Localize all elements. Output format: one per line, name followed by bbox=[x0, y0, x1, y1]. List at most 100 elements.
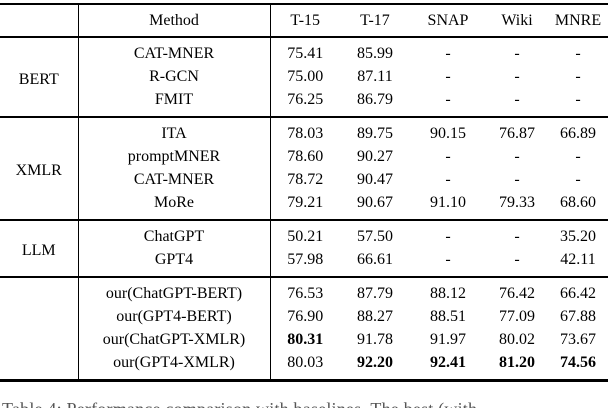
table-row: our(GPT4-BERT) 76.90 88.27 88.51 77.09 6… bbox=[0, 305, 608, 328]
value-cell: - bbox=[575, 148, 581, 165]
value-cell: 87.79 bbox=[357, 285, 393, 302]
column-header-mnre: MNRE bbox=[554, 12, 602, 29]
table-row: MoRe 79.21 90.67 91.10 79.33 68.60 bbox=[0, 191, 608, 220]
table-row: R-GCN 75.00 87.11 - - - bbox=[0, 65, 608, 88]
value-cell: - bbox=[575, 91, 581, 108]
value-cell: 79.33 bbox=[499, 194, 535, 211]
method-cell: GPT4 bbox=[78, 248, 271, 277]
value-cell: 35.20 bbox=[560, 228, 596, 245]
value-cell: 91.78 bbox=[357, 331, 393, 348]
value-cell: - bbox=[445, 171, 451, 188]
value-cell: 57.98 bbox=[287, 251, 324, 268]
method-cell: ChatGPT bbox=[78, 220, 271, 248]
table-caption-clipped: Table 4: Performance comparison with bas… bbox=[2, 402, 606, 408]
value-cell: - bbox=[445, 228, 451, 245]
value-cell: - bbox=[445, 91, 451, 108]
method-cell: our(GPT4-XMLR) bbox=[78, 351, 271, 381]
value-cell: - bbox=[445, 251, 451, 268]
value-cell: 90.67 bbox=[357, 194, 393, 211]
column-header-wiki: Wiki bbox=[501, 12, 533, 29]
table-row: BERT CAT-MNER 75.41 85.99 - - - bbox=[0, 37, 608, 117]
value-cell: 76.90 bbox=[287, 308, 324, 325]
value-cell: - bbox=[575, 68, 581, 85]
group-cell-xmlr: XMLR bbox=[0, 117, 79, 220]
group-cell-ours bbox=[0, 277, 79, 381]
section-ours: our(ChatGPT-BERT) 76.53 87.79 88.12 76.4… bbox=[0, 277, 608, 381]
value-cell: 88.12 bbox=[430, 285, 466, 302]
value-cell: 66.42 bbox=[560, 285, 596, 302]
column-header-t15: T-15 bbox=[290, 12, 321, 29]
value-cell: - bbox=[445, 148, 451, 165]
method-cell: CAT-MNER bbox=[78, 37, 271, 65]
table-row: our(GPT4-XMLR) 80.03 92.20 92.41 81.20 7… bbox=[0, 351, 608, 381]
value-cell-best: 74.56 bbox=[560, 354, 596, 371]
table-row: promptMNER 78.60 90.27 - - - bbox=[0, 145, 608, 168]
results-table: Method T-15 T-17 SNAP Wiki MNRE BERT CAT… bbox=[0, 3, 608, 382]
value-cell-best: 92.41 bbox=[430, 354, 466, 371]
column-header-group bbox=[0, 4, 79, 37]
value-cell: 90.27 bbox=[357, 148, 393, 165]
value-cell: 90.47 bbox=[357, 171, 393, 188]
caption-text: Table 4: Performance comparison with bas… bbox=[2, 402, 606, 408]
section-llm: LLM ChatGPT 50.21 57.50 - - 35.20 GPT4 5… bbox=[0, 220, 608, 277]
value-cell: 87.11 bbox=[357, 68, 393, 85]
value-cell: 78.60 bbox=[287, 148, 324, 165]
column-header-method: Method bbox=[78, 4, 271, 37]
column-header-t17: T-17 bbox=[360, 12, 390, 29]
value-cell: 75.00 bbox=[287, 68, 324, 85]
value-cell-best: 81.20 bbox=[499, 354, 535, 371]
value-cell: 78.03 bbox=[287, 125, 324, 142]
value-cell: 57.50 bbox=[357, 228, 393, 245]
value-cell: - bbox=[514, 148, 520, 165]
header-row: Method T-15 T-17 SNAP Wiki MNRE bbox=[0, 4, 608, 37]
method-cell: our(GPT4-BERT) bbox=[78, 305, 271, 328]
value-cell: - bbox=[445, 68, 451, 85]
value-cell: 77.09 bbox=[499, 308, 535, 325]
table-row: GPT4 57.98 66.61 - - 42.11 bbox=[0, 248, 608, 277]
column-header-snap: SNAP bbox=[427, 12, 469, 29]
method-cell: our(ChatGPT-BERT) bbox=[78, 277, 271, 305]
value-cell: 67.88 bbox=[560, 308, 596, 325]
value-cell: 66.61 bbox=[357, 251, 393, 268]
method-cell: promptMNER bbox=[78, 145, 271, 168]
value-cell: 85.99 bbox=[357, 45, 393, 62]
value-cell: - bbox=[514, 91, 520, 108]
value-cell: 90.15 bbox=[430, 125, 466, 142]
value-cell: 86.79 bbox=[357, 91, 393, 108]
value-cell-best: 92.20 bbox=[357, 354, 393, 371]
method-cell: R-GCN bbox=[78, 65, 271, 88]
table-header: Method T-15 T-17 SNAP Wiki MNRE bbox=[0, 4, 608, 37]
value-cell: 76.42 bbox=[499, 285, 535, 302]
group-cell-llm: LLM bbox=[0, 220, 79, 277]
value-cell: 89.75 bbox=[357, 125, 393, 142]
table-row: CAT-MNER 78.72 90.47 - - - bbox=[0, 168, 608, 191]
value-cell: - bbox=[514, 171, 520, 188]
section-xmlr: XMLR ITA 78.03 89.75 90.15 76.87 66.89 p… bbox=[0, 117, 608, 220]
value-cell: 88.27 bbox=[357, 308, 393, 325]
value-cell: 42.11 bbox=[560, 251, 596, 268]
table-row: our(ChatGPT-BERT) 76.53 87.79 88.12 76.4… bbox=[0, 277, 608, 381]
value-cell: - bbox=[514, 45, 520, 62]
method-cell: our(ChatGPT-XMLR) bbox=[78, 328, 271, 351]
value-cell-best: 80.31 bbox=[287, 331, 324, 348]
method-cell: CAT-MNER bbox=[78, 168, 271, 191]
value-cell: 76.25 bbox=[287, 91, 324, 108]
value-cell: 50.21 bbox=[287, 228, 324, 245]
value-cell: 80.03 bbox=[287, 354, 324, 371]
value-cell: 73.67 bbox=[560, 331, 596, 348]
value-cell: - bbox=[575, 45, 581, 62]
table-row: our(ChatGPT-XMLR) 80.31 91.78 91.97 80.0… bbox=[0, 328, 608, 351]
value-cell: 78.72 bbox=[287, 171, 324, 188]
table-row: XMLR ITA 78.03 89.75 90.15 76.87 66.89 bbox=[0, 117, 608, 220]
value-cell: 68.60 bbox=[560, 194, 596, 211]
value-cell: 88.51 bbox=[430, 308, 466, 325]
value-cell: - bbox=[514, 228, 520, 245]
value-cell: - bbox=[445, 45, 451, 62]
value-cell: 76.87 bbox=[499, 125, 535, 142]
value-cell: - bbox=[514, 251, 520, 268]
value-cell: 79.21 bbox=[287, 194, 324, 211]
value-cell: 80.02 bbox=[499, 331, 535, 348]
value-cell: 75.41 bbox=[287, 45, 324, 62]
value-cell: - bbox=[514, 68, 520, 85]
